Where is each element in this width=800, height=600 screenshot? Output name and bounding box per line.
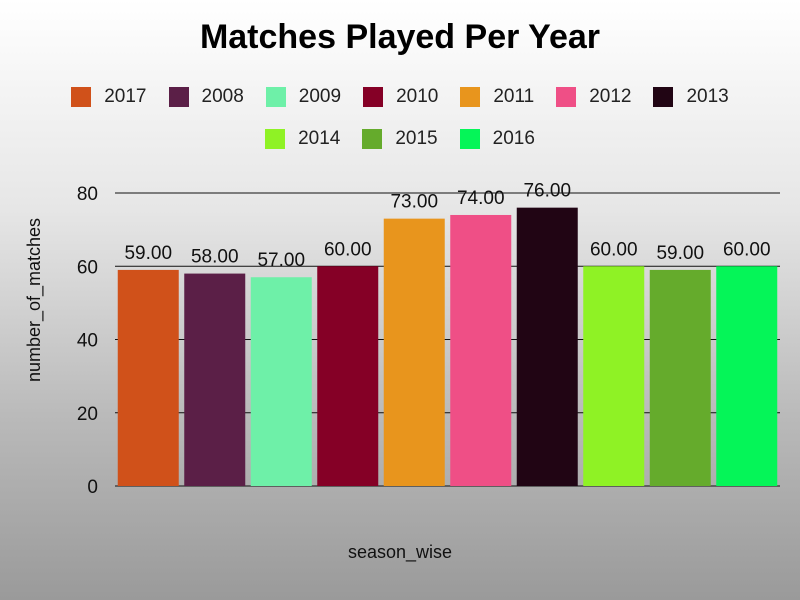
chart-title: Matches Played Per Year (199, 18, 601, 56)
legend-swatch (363, 87, 384, 107)
bar-value-label: 73.00 (390, 192, 438, 213)
bars (117, 207, 778, 486)
legend-item: 2015 (362, 128, 438, 150)
legend-item: 2012 (556, 86, 631, 108)
y-tick-label: 20 (77, 404, 98, 425)
bar-value-label: 74.00 (457, 188, 505, 209)
y-axis-title: number_of_matches (24, 218, 45, 382)
legend-label: 2009 (298, 86, 342, 107)
legend-label: 2008 (201, 86, 244, 107)
legend-label: 2010 (396, 86, 439, 107)
bar (583, 266, 645, 486)
legend-item: 2014 (265, 128, 340, 150)
legend-item: 2016 (459, 128, 535, 150)
bar-value-label: 57.00 (257, 250, 305, 271)
legend-swatch (460, 87, 481, 107)
bar (716, 266, 778, 486)
bar-value-label: 59.00 (124, 243, 172, 264)
bar (516, 207, 578, 486)
legend-swatch (168, 87, 189, 107)
bar-value-label: 76.00 (523, 181, 571, 202)
bar-value-label: 58.00 (191, 247, 239, 268)
legend-row: 2017 2008 2009 2010 2011 2012 2013 (0, 76, 800, 118)
legend-label: 2011 (493, 86, 535, 107)
bar (383, 218, 445, 486)
bar (250, 277, 312, 486)
bar-value-label: 60.00 (324, 239, 372, 260)
legend-label: 2015 (395, 128, 438, 149)
legend-label: 2013 (686, 86, 729, 107)
legend-label: 2017 (104, 86, 147, 107)
legend-item: 2008 (168, 86, 244, 108)
legend-swatch (653, 87, 674, 107)
legend-label: 2012 (589, 86, 632, 107)
legend-swatch (71, 87, 92, 107)
legend-item: 2011 (460, 86, 534, 108)
legend-item: 2013 (653, 86, 729, 108)
legend-swatch (556, 87, 577, 107)
legend-label: 2016 (492, 128, 535, 149)
bar (117, 269, 179, 486)
legend-item: 2009 (265, 86, 342, 108)
legend-swatch (459, 129, 480, 149)
legend-item: 2010 (363, 86, 438, 108)
bar-value-label: 60.00 (723, 239, 771, 260)
legend-swatch (265, 129, 286, 149)
y-tick-label: 0 (87, 477, 98, 498)
legend-label: 2014 (298, 128, 341, 149)
bar-value-label: 60.00 (590, 239, 638, 260)
y-axis-ticks: 0 20 40 60 80 (77, 184, 98, 498)
data-labels: 59.00 58.00 57.00 60.00 73.00 74.00 76.00 60.00… (124, 181, 770, 272)
x-axis-title: season_wise (348, 542, 452, 563)
bar-value-label: 59.00 (656, 243, 704, 264)
y-tick-label: 40 (77, 331, 98, 352)
y-tick-label: 60 (77, 257, 98, 278)
bar (649, 269, 711, 486)
legend-item: 2017 (71, 86, 147, 108)
bar (317, 266, 379, 486)
legend-row: 2014 2015 2016 (0, 118, 800, 160)
y-tick-label: 80 (77, 184, 98, 205)
legend: 2017 2008 2009 2010 2011 2012 2013 2014 2015 2016 (0, 76, 800, 160)
legend-swatch (362, 129, 383, 149)
bar (184, 273, 246, 486)
bar (450, 214, 512, 486)
legend-swatch (265, 87, 286, 107)
